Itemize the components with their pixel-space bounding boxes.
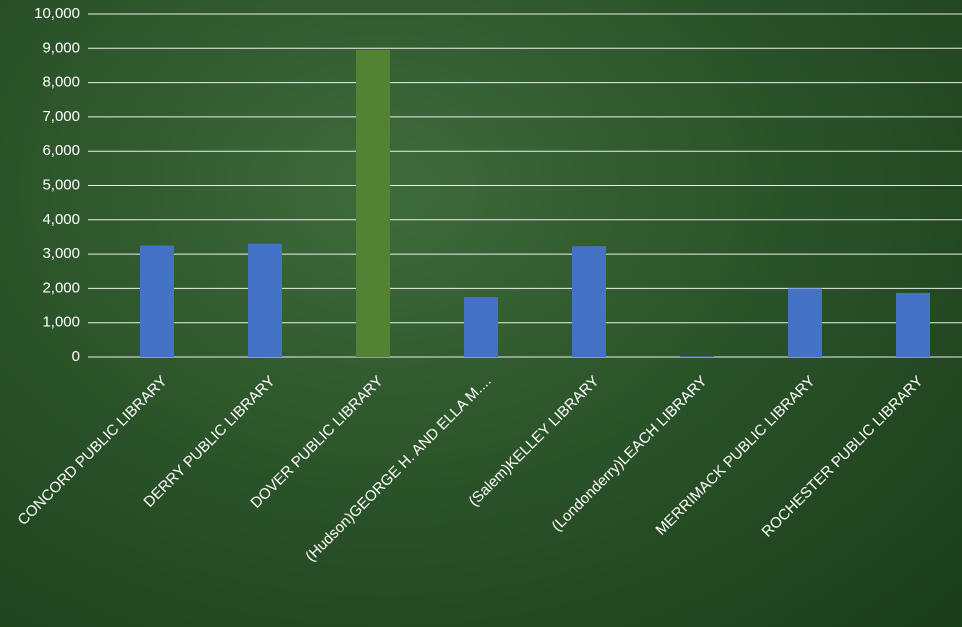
y-tick-label: 5,000: [42, 176, 80, 193]
bar: [356, 50, 390, 357]
y-tick-label: 1,000: [42, 314, 80, 331]
y-tick-label: 8,000: [42, 74, 80, 91]
y-tick-label: 7,000: [42, 108, 80, 125]
y-tick-label: 4,000: [42, 211, 80, 228]
bar: [680, 356, 714, 357]
bar: [140, 245, 174, 357]
bar: [572, 246, 606, 357]
y-tick-label: 6,000: [42, 142, 80, 159]
bar: [464, 296, 498, 357]
y-tick-label: 2,000: [42, 279, 80, 296]
bar: [896, 292, 930, 357]
x-tick-label: (Hudson)GEORGE H. AND ELLA M....: [302, 373, 494, 565]
bar: [788, 288, 822, 357]
y-tick-label: 9,000: [42, 39, 80, 56]
y-tick-label: 0: [72, 348, 80, 365]
y-tick-label: 3,000: [42, 245, 80, 262]
y-tick-label: 10,000: [34, 5, 80, 22]
bar: [248, 243, 282, 357]
